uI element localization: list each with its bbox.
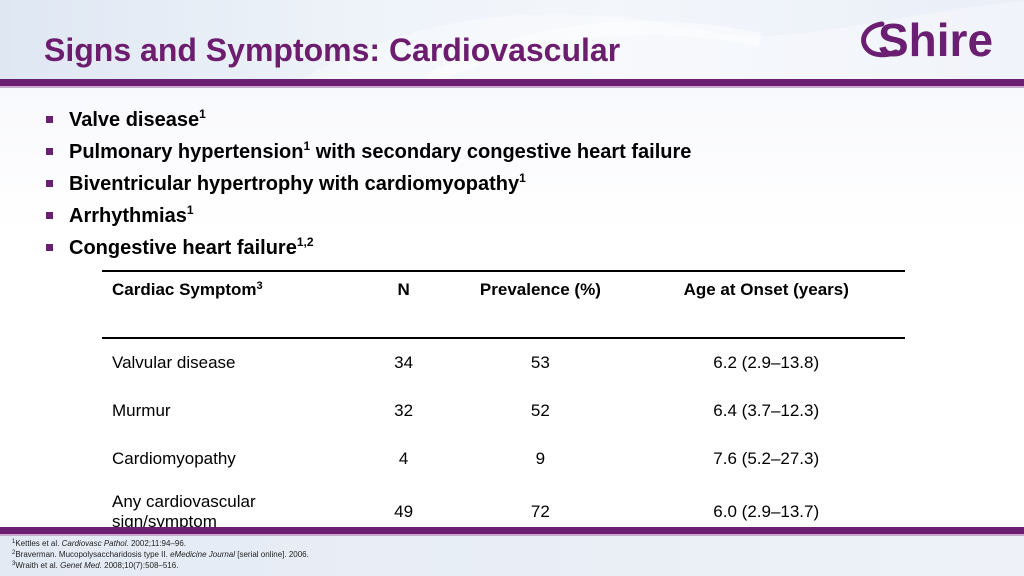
bullet-square-icon — [46, 212, 53, 219]
bullet-ref: 1 — [199, 107, 206, 121]
bullet-square-icon — [46, 116, 53, 123]
bullet-text: Valve disease — [69, 109, 200, 131]
cell-onset: 6.2 (2.9–13.8) — [713, 353, 820, 372]
table-row: Valvular disease 34 53 6.2 (2.9–13.8) — [102, 338, 905, 387]
cell-n: 32 — [394, 401, 414, 420]
bullet-square-icon — [46, 148, 53, 155]
bullet-ref: 1,2 — [296, 235, 314, 249]
cell-n: 34 — [394, 353, 414, 372]
table-row: Cardiomyopathy 4 9 7.6 (5.2–27.3) — [102, 435, 905, 483]
references: 1Kettles et al. Cardiovasc Pathol. 2002;… — [12, 538, 309, 571]
header-divider-light — [0, 86, 1024, 88]
bullet-square-icon — [46, 180, 53, 187]
header-cardiac-symptom: Cardiac Symptom3 — [102, 270, 354, 339]
cell-symptom: Valvular disease — [112, 353, 236, 372]
bullet-item: Biventricular hypertrophy with cardiomyo… — [44, 168, 691, 200]
bullet-text: Arrhythmias — [69, 205, 187, 227]
cell-symptom: Cardiomyopathy — [112, 449, 236, 468]
footer-divider — [0, 527, 1024, 534]
cell-n: 4 — [398, 449, 409, 468]
reference-item: 2Braverman. Mucopolysaccharidosis type I… — [12, 550, 309, 559]
header-age-at-onset: Age at Onset (years) — [627, 270, 905, 339]
bullet-item: Pulmonary hypertension1 with secondary c… — [44, 136, 691, 168]
bullet-ref: 1 — [186, 203, 194, 217]
cell-onset: 6.4 (3.7–12.3) — [713, 401, 820, 420]
bullet-ref: 1 — [303, 139, 311, 153]
bullet-text-continued: with secondary congestive heart failure — [310, 141, 692, 163]
cardiac-symptom-table: Cardiac Symptom3 N Prevalence (%) Age at… — [102, 270, 905, 543]
shire-logo: Shire — [861, 14, 993, 66]
reference-item: 3Wraith et al. Genet Med. 2008;10(7):508… — [12, 561, 179, 570]
bullet-text: Biventricular hypertrophy with cardiomyo… — [69, 173, 520, 195]
bullet-ref: 1 — [519, 171, 526, 185]
bullet-text: Pulmonary hypertension — [69, 141, 304, 163]
header-swoosh-decoration — [300, 0, 1024, 80]
cell-symptom: Murmur — [112, 401, 171, 420]
reference-item: 1Kettles et al. Cardiovasc Pathol. 2002;… — [12, 539, 186, 548]
header-band — [0, 0, 1024, 80]
cell-prevalence: 53 — [530, 353, 550, 372]
cell-prevalence: 52 — [530, 401, 550, 420]
cell-onset: 7.6 (5.2–27.3) — [713, 449, 820, 468]
table-header-row: Cardiac Symptom3 N Prevalence (%) Age at… — [102, 270, 905, 339]
bullet-item: Congestive heart failure1,2 — [44, 232, 691, 264]
bullet-list: Valve disease1 Pulmonary hypertension1 w… — [44, 104, 691, 264]
cell-prevalence: 9 — [535, 449, 546, 468]
footer-band — [0, 536, 1024, 576]
header-n: N — [353, 270, 454, 339]
bullet-square-icon — [46, 244, 53, 251]
bullet-item: Arrhythmias1 — [44, 200, 691, 232]
slide-title: Signs and Symptoms: Cardiovascular — [44, 32, 621, 68]
header-divider — [0, 79, 1024, 86]
bullet-text: Congestive heart failure — [69, 237, 297, 259]
header-prevalence: Prevalence (%) — [453, 270, 628, 339]
footer-divider-light — [0, 534, 1024, 536]
table-row: Murmur 32 52 6.4 (3.7–12.3) — [102, 387, 905, 435]
bullet-item: Valve disease1 — [44, 104, 691, 136]
logo-wordmark: Shire — [878, 14, 993, 66]
